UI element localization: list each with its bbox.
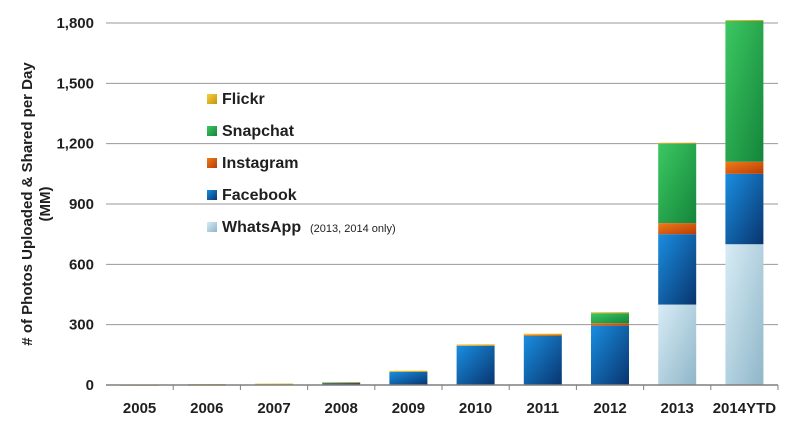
- y-tick-label: 300: [69, 317, 94, 334]
- bar-stack-2008: [322, 381, 361, 385]
- bar-segment-facebook: [658, 234, 697, 305]
- bar-segment-instagram: [591, 323, 629, 326]
- bar-stack-2014YTD: [725, 19, 764, 385]
- y-tick-label: 0: [86, 377, 94, 394]
- bar-segment-whatsapp: [658, 304, 697, 385]
- bar-segment-instagram: [658, 223, 697, 235]
- legend-label: Facebook: [222, 187, 297, 204]
- bar-segment-snapchat: [725, 20, 764, 162]
- legend-label: WhatsApp: [222, 219, 301, 236]
- bar-stack-2011: [523, 333, 562, 385]
- legend-label: Instagram: [222, 155, 298, 172]
- legend-swatch: [207, 94, 217, 104]
- bar-segment-facebook: [523, 335, 562, 385]
- x-tick-label: 2009: [392, 400, 425, 417]
- bar-segment-facebook: [725, 173, 764, 245]
- legend-item-snapchat: Snapchat: [207, 123, 295, 140]
- bar-segment-snapchat: [591, 313, 629, 324]
- bar-segment-snapchat: [658, 143, 697, 224]
- bars: [120, 19, 764, 386]
- bar-segment-instagram: [523, 335, 562, 337]
- y-tick-label: 600: [69, 256, 94, 273]
- x-tick-label: 2010: [459, 400, 492, 417]
- y-tick-label: 900: [69, 196, 94, 213]
- legend-swatch: [207, 222, 217, 232]
- bar-segment-instagram: [725, 161, 764, 174]
- bar-segment-flickr: [322, 381, 361, 383]
- bar-segment-flickr: [255, 383, 293, 385]
- bar-stack-2013: [658, 142, 697, 385]
- bar-stack-2010: [456, 344, 495, 385]
- bar-segment-flickr: [389, 370, 428, 372]
- x-axis-ticks: 2005 2006 2007 2008 2009 2010 2011 2012 2013 2014…: [123, 385, 779, 417]
- x-tick-label: 2007: [257, 400, 290, 417]
- bar-segment-whatsapp: [725, 244, 764, 385]
- y-axis-label-line-1: # of Photos Uploaded & Shared per Day: [19, 62, 36, 346]
- legend-swatch: [207, 158, 217, 168]
- y-tick-label: 1,500: [56, 75, 94, 92]
- x-tick-label: 2011: [527, 400, 560, 417]
- legend-item-whatsapp: WhatsApp (2013, 2014 only): [207, 219, 396, 236]
- bar-segment-facebook: [322, 382, 361, 385]
- y-tick-label: 1,800: [56, 15, 94, 32]
- legend-label: Snapchat: [222, 123, 295, 140]
- bar-segment-flickr: [725, 19, 764, 21]
- bar-stack-2009: [389, 370, 428, 385]
- bar-segment-facebook: [389, 371, 428, 385]
- bar-stack-2012: [591, 312, 629, 385]
- x-tick-label: 2013: [661, 400, 694, 417]
- x-tick-label: 2008: [325, 400, 358, 417]
- legend-item-instagram: Instagram: [207, 155, 298, 172]
- x-tick-label: 2012: [593, 400, 626, 417]
- y-axis-label-line-2: (MM): [37, 187, 54, 222]
- bar-segment-flickr: [591, 312, 629, 314]
- bar-segment-facebook: [456, 345, 495, 385]
- x-tick-label: 2006: [190, 400, 223, 417]
- y-axis-ticks: 0 300 600 900 1,200 1,500 1,800: [56, 15, 94, 394]
- legend-item-facebook: Facebook: [207, 187, 297, 204]
- x-tick-label: 2005: [123, 400, 156, 417]
- legend-swatch: [207, 126, 217, 136]
- x-tick-label: 2014YTD: [713, 400, 777, 417]
- bar-segment-flickr: [658, 142, 697, 144]
- legend-swatch: [207, 190, 217, 200]
- y-axis-label: # of Photos Uploaded & Shared per Day (M…: [19, 62, 54, 346]
- bar-segment-flickr: [523, 333, 562, 336]
- legend: Flickr Snapchat Instagram Facebook WhatsApp (…: [207, 91, 396, 236]
- bar-segment-flickr: [456, 344, 495, 346]
- legend-note: (2013, 2014 only): [310, 223, 396, 235]
- legend-label: Flickr: [222, 91, 265, 108]
- legend-item-flickr: Flickr: [207, 91, 265, 108]
- bar-segment-facebook: [591, 325, 629, 385]
- y-tick-label: 1,200: [56, 136, 94, 153]
